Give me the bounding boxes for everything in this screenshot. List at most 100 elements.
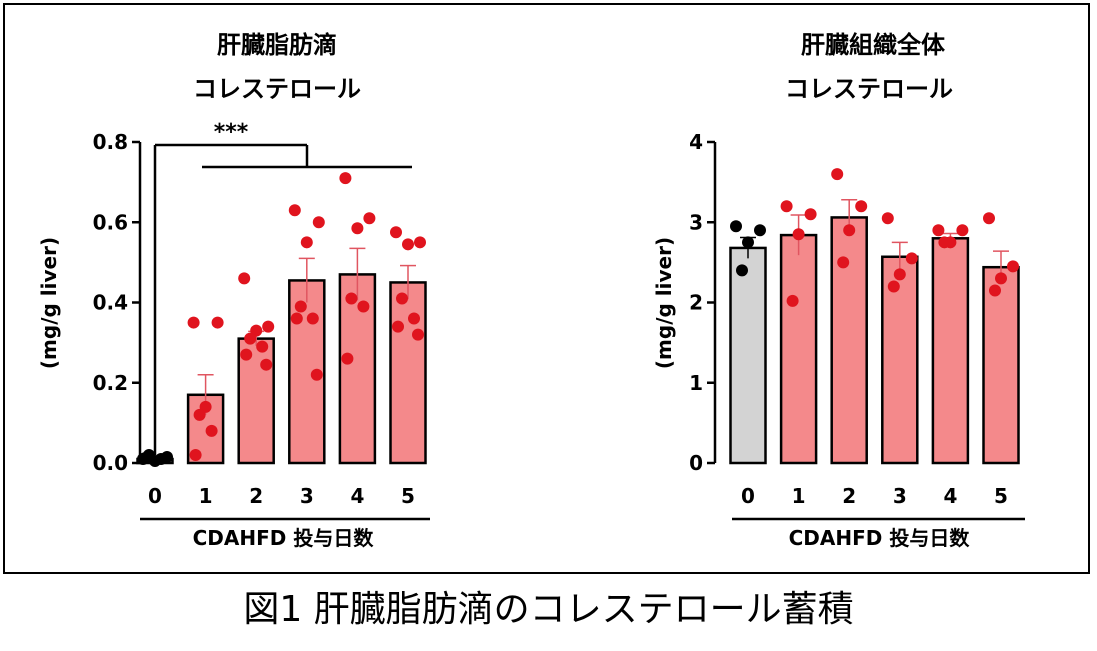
panel1-data-point [244,332,257,345]
panel1-title-line2: コレステロール [193,75,361,103]
panel2-x-axis-label: CDAHFD 投与日数 [789,526,971,550]
panel2-data-point [837,256,850,269]
panel1-y-axis-label: (mg/g liver) [37,237,61,369]
panel-lipid-droplet: 肝臓脂肪滴 コレステロール (mg/g liver) CDAHFD 投与日数 0… [37,31,430,550]
panel1-data-point [211,316,224,329]
panel1-y-tick-label: 0.6 [93,210,128,234]
panel1-data-point [240,348,253,361]
panel2-data-point [893,268,906,281]
panel2-data-point [736,264,748,277]
panel2-data-point [831,168,844,181]
panel2-data-point [932,224,945,237]
panel2-data-point [989,284,1001,297]
panel1-data-point [310,368,323,381]
panel2-y-tick-label: 2 [689,291,703,315]
panel2-x-tick-label: 5 [994,484,1008,508]
panel1-data-point [306,312,319,325]
panel1-data-point [256,340,269,353]
panel2-data-point [881,212,894,225]
panel2-data-point [843,224,856,237]
panel2-bar [982,265,1020,465]
panel2-bar [931,237,970,465]
panel1-data-point [341,352,354,365]
panel1-data-point [300,236,313,249]
panel1-x-tick-label: 3 [300,484,314,508]
panel2-x-tick-label: 3 [893,484,907,508]
panel2-data-point [730,220,742,233]
panel2-bar [881,255,919,465]
figure-caption: 図1 肝臓脂肪滴のコレステロール蓄積 [243,589,854,630]
panel1-data-point [345,292,358,305]
panel1-data-point [187,316,200,329]
panel1-data-point [238,272,251,285]
panel1-y-tick-label: 0.0 [93,451,128,475]
panel2-data-point [956,224,969,237]
panel1-data-point [396,292,408,305]
panel2-x-tick-label: 0 [741,484,755,508]
panel2-y-tick-label: 0 [689,451,703,475]
panel2-data-point [1007,260,1019,273]
panel2-y-axis-label: (mg/g liver) [652,237,676,369]
panel2-x-tick-label: 1 [792,484,806,508]
panel2-data-point [983,212,995,225]
panel2-title-line2: コレステロール [785,75,953,103]
panel2-data-point [742,236,754,249]
panel2-y-tick-label: 4 [689,130,703,154]
figure-frame [3,3,1090,574]
panel1-data-point [351,222,364,235]
panel1-x-tick-label: 2 [249,484,263,508]
panel1-data-point [414,236,426,249]
panel1-x-axis-label: CDAHFD 投与日数 [193,526,375,550]
panel2-bar [779,233,818,465]
panel1-data-point [339,172,352,185]
panel2-data-point [905,252,918,265]
panel1-data-point [260,358,273,371]
panel2-data-point [938,236,951,249]
panel1-data-point [139,452,151,465]
panel1-bar [338,273,377,465]
panel2-x-tick-label: 4 [943,484,957,508]
panel2-y-tick-label: 1 [689,371,703,395]
panel1-data-point [392,320,404,333]
panel2-data-point [792,228,805,241]
panel1-data-point [412,328,424,341]
panel1-y-tick-label: 0.2 [93,371,128,395]
panel1-data-point [155,452,167,465]
panel1-title-line1: 肝臓脂肪滴 [217,31,337,59]
panel1-data-point [402,238,414,251]
significance-label: *** [214,120,249,145]
panel2-data-point [754,224,766,237]
panel2-data-point [887,280,900,293]
panel1-data-point [363,212,376,225]
panel1-y-tick-label: 0.4 [93,291,128,315]
panel2-data-point [786,294,799,307]
panel2-bar [729,246,767,465]
panel2-data-point [855,200,868,213]
panel1-data-point [205,424,218,437]
panel1-data-point [189,448,202,461]
panel1-data-point [390,226,402,239]
panel1-data-point [288,204,301,217]
panel1-x-tick-label: 4 [350,484,364,508]
panel1-x-tick-label: 5 [401,484,415,508]
panel2-title-line1: 肝臓組織全体 [801,31,946,59]
panel1-bar [389,281,427,465]
panel1-y-tick-label: 0.8 [93,130,128,154]
panel1-data-point [312,216,325,229]
panel2-x-tick-label: 2 [842,484,856,508]
panel2-data-point [780,200,793,213]
panel2-bar [830,216,868,465]
panel2-data-point [995,272,1007,285]
panel1-x-tick-label: 1 [199,484,213,508]
panel2-y-tick-label: 3 [689,210,703,234]
panel1-x-tick-label: 0 [148,484,162,508]
panel1-data-point [262,320,275,333]
panel1-data-point [357,300,370,313]
panel1-data-point [408,312,420,325]
panel1-data-point [290,312,303,325]
panel1-data-point [294,300,307,313]
panel2-data-point [804,208,817,221]
panel1-data-point [193,408,206,421]
panel-whole-liver: 肝臓組織全体 コレステロール (mg/g liver) CDAHFD 投与日数 … [652,31,1025,550]
